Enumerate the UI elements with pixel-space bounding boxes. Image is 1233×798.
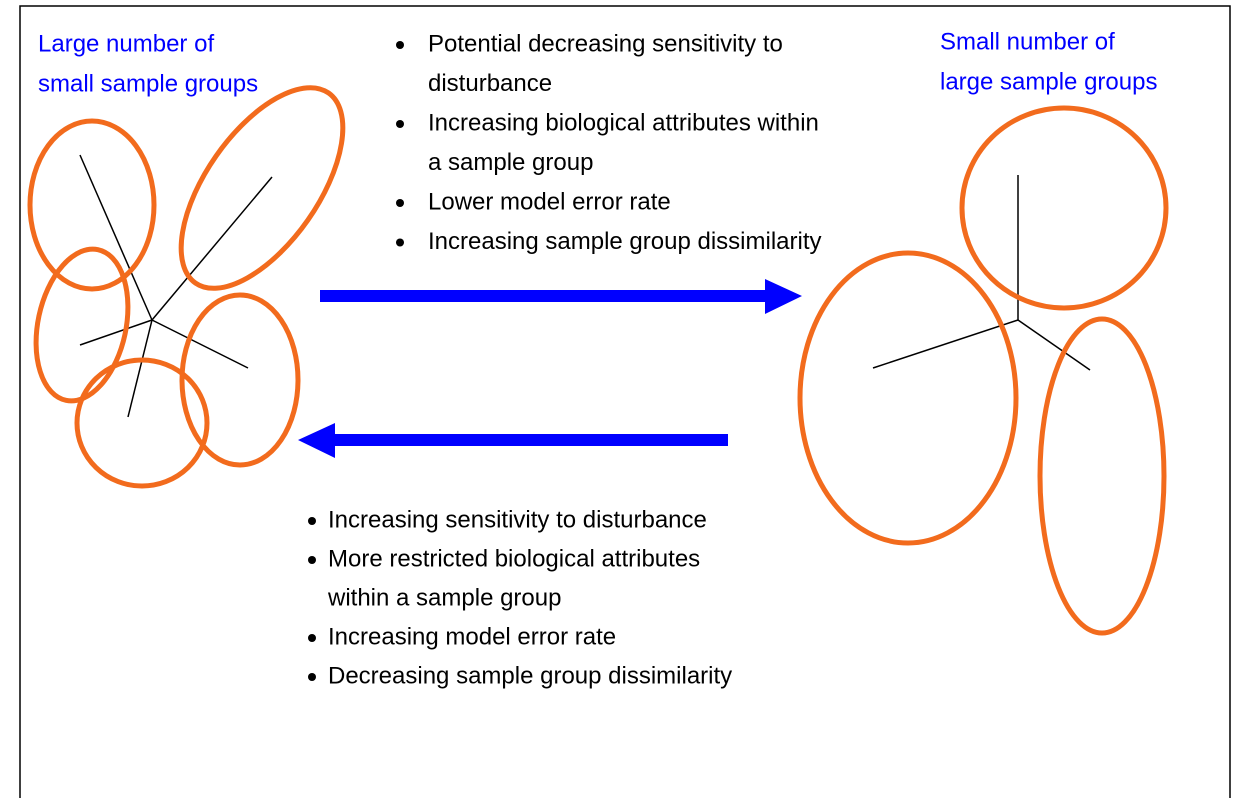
list-item: within a sample group — [327, 584, 561, 611]
bullet — [308, 517, 316, 525]
list-item: Potential decreasing sensitivity to — [428, 30, 783, 57]
group-label: Small number of — [940, 28, 1115, 55]
group-ellipse — [74, 357, 210, 489]
ray — [127, 319, 153, 418]
ray — [1017, 319, 1091, 371]
group-ellipse — [179, 292, 301, 468]
ray — [79, 154, 153, 321]
bullet — [396, 120, 404, 128]
list-item: Increasing sensitivity to disturbance — [328, 506, 707, 533]
left-cluster — [27, 85, 346, 489]
arrow-left — [298, 423, 728, 458]
group-ellipse — [27, 118, 157, 292]
group-label: Large number of — [38, 30, 214, 57]
list-item: Lower model error rate — [428, 188, 671, 215]
list-item: a sample group — [428, 149, 593, 176]
group-label: small sample groups — [38, 70, 258, 97]
ray — [79, 319, 153, 346]
frame — [19, 5, 1231, 798]
group-ellipse — [959, 105, 1169, 311]
group-label: large sample groups — [940, 68, 1157, 95]
list-item: disturbance — [428, 70, 552, 97]
list-item: Increasing biological attributes within — [428, 109, 819, 136]
bullet — [308, 673, 316, 681]
list-item: More restricted biological attributes — [328, 545, 700, 572]
ray — [151, 176, 273, 321]
arrow-right — [320, 279, 802, 314]
bullet — [396, 199, 404, 207]
bullet — [396, 238, 404, 247]
group-ellipse — [797, 250, 1019, 546]
group-ellipse — [178, 85, 346, 291]
group-ellipse — [33, 246, 131, 404]
bullet — [308, 634, 316, 642]
ray — [872, 319, 1019, 369]
bullet — [308, 556, 316, 564]
group-ellipse — [1037, 316, 1167, 636]
list-item: Increasing sample group dissimilarity — [428, 228, 822, 255]
list-item: Increasing model error rate — [328, 623, 616, 650]
list-item: Decreasing sample group dissimilarity — [328, 662, 732, 689]
bullet — [396, 41, 404, 49]
ray — [151, 319, 249, 369]
right-cluster — [797, 105, 1169, 636]
